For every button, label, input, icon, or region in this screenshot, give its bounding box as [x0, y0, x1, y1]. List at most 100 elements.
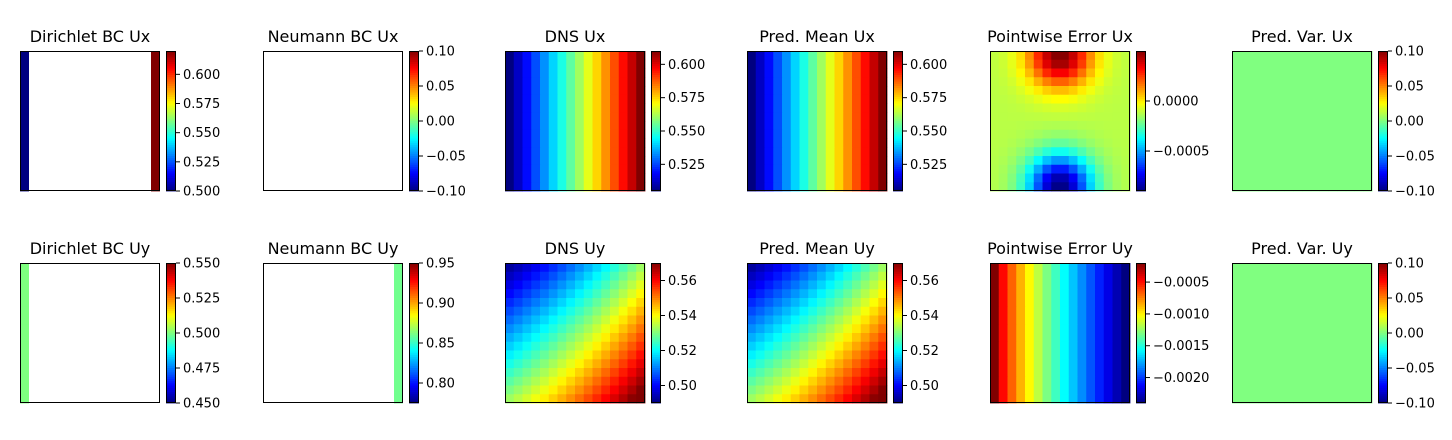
colorbar-segment	[409, 173, 419, 177]
heatmap-cell	[1319, 359, 1329, 369]
colorbar-segment	[651, 376, 661, 380]
heatmap-cell	[817, 182, 827, 192]
heatmap-cell	[1025, 112, 1035, 122]
heatmap-cell	[755, 324, 765, 334]
colorbar-segment	[1136, 184, 1146, 188]
colorbar-segment	[651, 118, 661, 122]
heatmap-cell	[1363, 376, 1373, 386]
colorbar-frame	[893, 51, 903, 191]
colorbar-segment	[409, 315, 419, 319]
heatmap-cell	[1258, 182, 1268, 192]
heatmap-cell	[1354, 77, 1364, 87]
heatmap-cell	[1267, 333, 1277, 343]
heatmap-cell	[755, 182, 765, 192]
heatmap-cell	[1051, 333, 1061, 343]
heatmap-cell	[1051, 385, 1061, 395]
heatmap-cell	[575, 394, 585, 404]
heatmap-cell	[1267, 129, 1277, 139]
heatmap-cell	[566, 147, 576, 157]
heatmap-cell	[860, 147, 870, 157]
heatmap-cell	[522, 376, 532, 386]
heatmap-cell	[817, 121, 827, 131]
heatmap-cell	[610, 280, 620, 290]
colorbar-frame	[1136, 51, 1146, 191]
heatmap-cell	[1302, 138, 1312, 148]
colorbar-segment	[651, 317, 661, 321]
heatmap-cell	[636, 94, 646, 104]
heatmap-cell	[860, 324, 870, 334]
heatmap-cell	[1042, 182, 1052, 192]
heatmap-cell	[1033, 289, 1043, 299]
heatmap-cell	[990, 324, 1000, 334]
heatmap-cell	[1232, 129, 1242, 139]
heatmap-cell	[1363, 173, 1373, 183]
heatmap-cell	[583, 280, 593, 290]
heatmap-cell	[747, 103, 757, 113]
heatmap-cell	[808, 324, 818, 334]
heatmap-cell	[1284, 59, 1294, 69]
heatmap-cell	[592, 77, 602, 87]
heatmap-cell	[583, 289, 593, 299]
heatmap-cell	[808, 368, 818, 378]
heatmap-cell	[20, 271, 29, 281]
colorbar-tick-label: −0.0020	[1153, 371, 1209, 386]
colorbar-segment	[651, 365, 661, 369]
heatmap-cell	[1112, 94, 1122, 104]
heatmap-cell	[1302, 271, 1312, 281]
heatmap-cell	[636, 271, 646, 281]
heatmap-cell	[592, 173, 602, 183]
heatmap-cell	[808, 333, 818, 343]
heatmap-cell	[747, 164, 757, 174]
colorbar-segment	[409, 337, 419, 340]
colorbar-segment	[1136, 171, 1146, 174]
heatmap-cell	[1284, 394, 1294, 404]
heatmap-cell	[1267, 51, 1277, 61]
heatmap-cell	[1007, 121, 1017, 131]
heatmap-cell	[1060, 129, 1070, 139]
heatmap-cell	[1121, 77, 1131, 87]
colorbar-segment	[651, 322, 661, 325]
heatmap-cell	[808, 280, 818, 290]
heatmap-cell	[782, 68, 792, 78]
heatmap-cell	[20, 86, 29, 96]
colorbar-tick-label: −0.05	[426, 150, 466, 165]
heatmap-cell	[1240, 306, 1250, 316]
colorbar-segment	[893, 184, 903, 188]
heatmap-cell	[1007, 359, 1017, 369]
heatmap-cell	[773, 333, 783, 343]
heatmap-cell	[1232, 77, 1242, 87]
colorbar-segment	[1378, 83, 1388, 87]
heatmap-cell	[843, 51, 853, 61]
heatmap-cell	[1051, 112, 1061, 122]
heatmap-cell	[151, 164, 160, 174]
heatmap-cell	[618, 156, 628, 166]
heatmap-cell	[1112, 289, 1122, 299]
heatmap-cell	[869, 51, 879, 61]
heatmap-cell	[1103, 280, 1113, 290]
colorbar-segment	[409, 293, 419, 297]
heatmap-cell	[1016, 289, 1026, 299]
heatmap-cell	[575, 103, 585, 113]
heatmap-cell	[151, 147, 160, 157]
colorbar-segment	[1378, 326, 1388, 330]
heatmap-cell	[1363, 59, 1373, 69]
heatmap-cell	[1328, 394, 1338, 404]
heatmap-cell	[1042, 77, 1052, 87]
colorbar-segment	[1136, 269, 1146, 273]
heatmap-cell	[1007, 77, 1017, 87]
heatmap-cell	[636, 164, 646, 174]
heatmap-cell	[843, 289, 853, 299]
heatmap-cell	[1249, 164, 1259, 174]
colorbar-segment	[166, 81, 176, 85]
colorbar-segment	[651, 75, 661, 78]
colorbar-segment	[651, 101, 661, 104]
colorbar-segment	[1378, 374, 1388, 378]
heatmap-cell	[513, 77, 523, 87]
heatmap-cell	[1258, 289, 1268, 299]
heatmap-cell	[825, 385, 835, 395]
heatmap-cell	[825, 376, 835, 386]
heatmap-cell	[1275, 333, 1285, 343]
colorbar-segment	[409, 346, 419, 349]
heatmap-cell	[1240, 324, 1250, 334]
colorbar-segment	[1378, 90, 1388, 93]
